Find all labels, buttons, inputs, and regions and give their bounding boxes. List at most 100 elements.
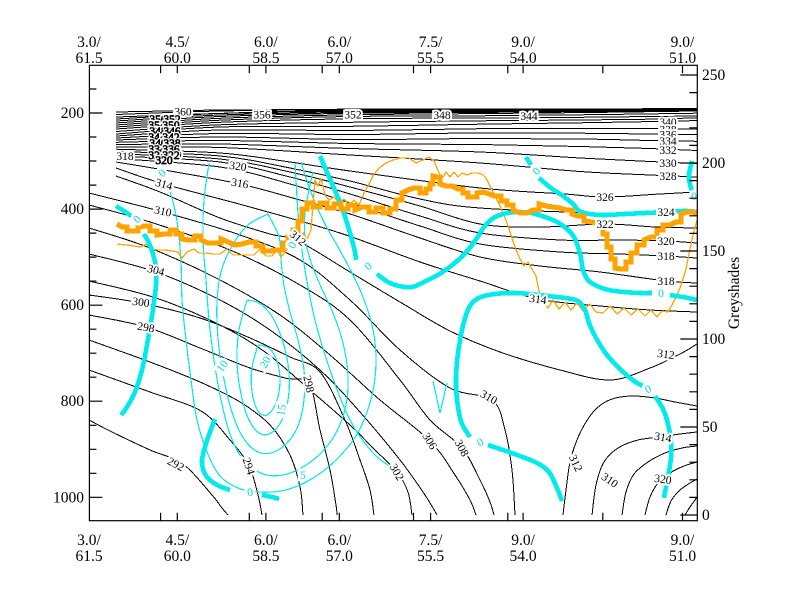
svg-text:6.0/: 6.0/	[254, 532, 278, 549]
svg-text:304: 304	[146, 263, 166, 279]
svg-text:314: 314	[653, 431, 672, 446]
svg-text:57.0: 57.0	[326, 548, 353, 565]
svg-text:354: 354	[148, 120, 166, 132]
svg-text:354: 354	[148, 120, 166, 132]
svg-text:15: 15	[275, 403, 289, 417]
svg-text:200: 200	[61, 105, 85, 122]
svg-text:336: 336	[162, 144, 180, 156]
svg-text:54.0: 54.0	[510, 50, 537, 67]
svg-text:346: 346	[163, 126, 181, 138]
svg-text:100: 100	[702, 331, 726, 348]
svg-text:320: 320	[228, 160, 247, 174]
svg-text:344: 344	[520, 111, 538, 123]
svg-text:314: 314	[528, 293, 547, 307]
svg-text:4.5/: 4.5/	[165, 34, 189, 51]
svg-text:326: 326	[596, 192, 614, 204]
svg-text:0: 0	[691, 191, 697, 203]
svg-text:334: 334	[148, 144, 166, 156]
svg-text:0: 0	[643, 383, 654, 396]
svg-text:340: 340	[659, 117, 677, 129]
svg-text:352: 352	[344, 110, 362, 122]
svg-text:348: 348	[433, 110, 451, 122]
svg-text:318: 318	[116, 151, 134, 163]
svg-text:55.5: 55.5	[417, 50, 444, 67]
svg-text:324: 324	[148, 150, 166, 162]
svg-text:318: 318	[657, 276, 675, 288]
svg-text:334: 334	[659, 136, 677, 148]
svg-text:320: 320	[155, 155, 173, 167]
svg-text:348: 348	[149, 126, 167, 138]
svg-text:336: 336	[659, 130, 677, 142]
svg-text:322: 322	[162, 150, 180, 162]
svg-text:356: 356	[253, 110, 271, 122]
svg-text:352: 352	[344, 110, 362, 122]
svg-text:328: 328	[659, 171, 677, 183]
svg-text:338: 338	[163, 138, 181, 150]
svg-text:338: 338	[659, 125, 677, 137]
svg-text:60.0: 60.0	[164, 50, 191, 67]
svg-text:9.0/: 9.0/	[511, 532, 535, 549]
svg-text:314: 314	[653, 431, 672, 446]
svg-text:326: 326	[596, 192, 614, 204]
svg-text:336: 336	[659, 130, 677, 142]
svg-text:6.0/: 6.0/	[327, 532, 351, 549]
svg-text:320: 320	[657, 236, 675, 248]
svg-text:324: 324	[148, 150, 166, 162]
svg-text:61.5: 61.5	[75, 50, 102, 67]
svg-text:57.0: 57.0	[326, 50, 353, 67]
svg-text:400: 400	[61, 201, 85, 218]
svg-text:6.0/: 6.0/	[327, 34, 351, 51]
svg-text:7.5/: 7.5/	[419, 34, 443, 51]
svg-text:320: 320	[657, 236, 675, 248]
svg-text:9.0/: 9.0/	[511, 34, 535, 51]
svg-text:318: 318	[116, 151, 134, 163]
svg-text:352: 352	[163, 114, 181, 126]
svg-text:200: 200	[702, 155, 726, 172]
svg-text:320: 320	[653, 473, 672, 487]
svg-text:51.0: 51.0	[669, 50, 696, 67]
svg-text:50: 50	[702, 419, 718, 436]
svg-text:356: 356	[253, 110, 271, 122]
svg-text:0: 0	[475, 436, 486, 449]
svg-text:330: 330	[659, 158, 677, 170]
svg-text:318: 318	[657, 251, 675, 263]
svg-text:4.5/: 4.5/	[165, 532, 189, 549]
svg-text:0: 0	[658, 288, 665, 300]
svg-text:314: 314	[528, 293, 547, 307]
svg-text:298: 298	[136, 321, 155, 336]
svg-text:9.0/: 9.0/	[671, 532, 695, 549]
svg-text:20: 20	[258, 354, 274, 370]
svg-text:298: 298	[300, 375, 315, 395]
svg-text:330: 330	[659, 158, 677, 170]
svg-text:342: 342	[162, 132, 180, 144]
svg-text:340: 340	[659, 117, 677, 129]
svg-text:320: 320	[164, 149, 182, 161]
svg-text:300: 300	[131, 296, 150, 310]
svg-text:0: 0	[702, 507, 710, 524]
svg-text:7.5/: 7.5/	[419, 532, 443, 549]
svg-text:310: 310	[153, 204, 173, 219]
svg-text:3.0/: 3.0/	[77, 532, 101, 549]
svg-text:344: 344	[148, 132, 166, 144]
svg-text:3.0/: 3.0/	[77, 34, 101, 51]
svg-text:0: 0	[246, 487, 254, 500]
svg-text:312: 312	[656, 348, 675, 362]
svg-text:320: 320	[164, 149, 182, 161]
svg-text:1000: 1000	[53, 489, 84, 506]
svg-text:800: 800	[61, 393, 85, 410]
svg-text:Greyshades: Greyshades	[726, 257, 743, 329]
svg-text:294: 294	[240, 456, 257, 476]
svg-text:320: 320	[155, 155, 173, 167]
svg-text:600: 600	[61, 297, 85, 314]
svg-text:346: 346	[163, 126, 181, 138]
svg-text:316: 316	[230, 177, 249, 192]
svg-text:6.0/: 6.0/	[254, 34, 278, 51]
svg-text:320: 320	[228, 160, 247, 174]
svg-text:350: 350	[162, 120, 180, 132]
svg-text:334: 334	[659, 136, 677, 148]
svg-text:9.0/: 9.0/	[671, 34, 695, 51]
svg-text:360: 360	[174, 107, 192, 119]
svg-text:322: 322	[162, 150, 180, 162]
svg-text:332: 332	[659, 145, 677, 157]
svg-text:322: 322	[596, 219, 614, 231]
